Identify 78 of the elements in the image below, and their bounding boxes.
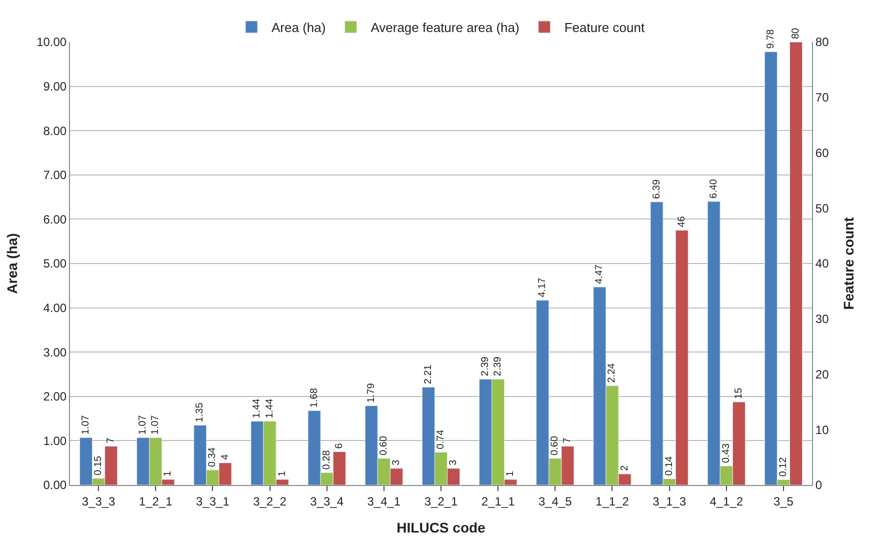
data-label: 0.60 bbox=[550, 436, 561, 456]
x-tick-label: 1_1_2 bbox=[596, 494, 630, 508]
data-label: 1 bbox=[162, 470, 174, 476]
y-tick-label: 0.00 bbox=[43, 478, 67, 492]
x-tick-label: 3_4_1 bbox=[367, 494, 401, 508]
data-label: 6.39 bbox=[651, 179, 662, 199]
x-tick-label: 3_3_3 bbox=[82, 494, 116, 508]
data-label: 2 bbox=[619, 464, 630, 471]
y-tick-label: 10.00 bbox=[36, 35, 67, 50]
x-tick-label: 3_3_4 bbox=[310, 494, 344, 508]
y2-tick-label: 60 bbox=[815, 146, 830, 160]
y2-tick-label: 30 bbox=[815, 312, 830, 326]
data-label: 0.14 bbox=[664, 456, 675, 476]
x-tick-label: 3_3_1 bbox=[196, 494, 230, 508]
y-tick-label: 9.00 bbox=[43, 80, 67, 94]
y-tick-label: 6.00 bbox=[43, 212, 67, 226]
data-label: 1.35 bbox=[194, 402, 206, 422]
y-tick-label: 3.00 bbox=[43, 345, 67, 360]
y2-tick-label: 40 bbox=[815, 256, 830, 271]
x-tick-label: 3_2_1 bbox=[424, 494, 458, 508]
y2-tick-label: 0 bbox=[815, 478, 822, 492]
data-label: 3 bbox=[448, 459, 460, 466]
y2-tick-label: 70 bbox=[815, 90, 830, 105]
y-tick-label: 2.00 bbox=[43, 390, 67, 404]
y-tick-label: 7.00 bbox=[43, 168, 67, 182]
x-tick-label: 1_2_1 bbox=[138, 494, 173, 508]
data-label: 1.44 bbox=[264, 398, 276, 418]
data-label: 4 bbox=[220, 454, 231, 460]
data-label: 7 bbox=[562, 437, 574, 444]
legend-label: Average feature area (ha) bbox=[370, 20, 520, 36]
legend-label: Area (ha) bbox=[272, 20, 326, 36]
x-tick-label: 3_5 bbox=[773, 494, 794, 508]
data-label: 3 bbox=[390, 459, 402, 466]
data-label: 1 bbox=[505, 470, 516, 476]
y2-axis-title: Feature count bbox=[840, 216, 856, 310]
y-tick-label: 1.00 bbox=[43, 434, 67, 448]
data-label: 4.47 bbox=[594, 264, 606, 284]
data-label: 2.39 bbox=[492, 356, 504, 376]
legend-label: Feature count bbox=[564, 20, 645, 36]
data-label: 1 bbox=[276, 470, 288, 476]
data-label: 1.68 bbox=[308, 388, 320, 408]
x-axis-title: HILUCS code bbox=[396, 520, 486, 536]
data-label: 1.44 bbox=[252, 398, 263, 418]
data-label: 6 bbox=[334, 442, 345, 449]
data-label: 6.40 bbox=[708, 178, 720, 198]
y2-tick-label: 80 bbox=[815, 35, 830, 50]
data-label: 2.39 bbox=[480, 356, 492, 376]
x-tick-label: 3_2_2 bbox=[253, 494, 287, 508]
data-label: 2.21 bbox=[422, 364, 434, 384]
data-label: 4.17 bbox=[537, 277, 548, 298]
x-tick-label: 3_1_3 bbox=[652, 494, 686, 508]
data-label: 2.24 bbox=[606, 362, 618, 383]
x-tick-label: 4_1_2 bbox=[710, 494, 744, 508]
data-label: 1.79 bbox=[366, 382, 377, 403]
y2-tick-label: 20 bbox=[815, 367, 830, 382]
data-label: 0.28 bbox=[321, 450, 332, 470]
data-label: 80 bbox=[790, 27, 802, 39]
y-axis-title: Area (ha) bbox=[4, 233, 20, 294]
data-label: 0.43 bbox=[720, 443, 732, 463]
data-label: 0.74 bbox=[436, 429, 446, 450]
data-label: 0.12 bbox=[778, 456, 789, 477]
x-tick-label: 3_4_5 bbox=[538, 494, 572, 508]
data-label: 46 bbox=[676, 216, 688, 228]
data-label: 0.15 bbox=[93, 455, 104, 476]
data-label: 15 bbox=[733, 387, 744, 399]
data-label: 1.07 bbox=[150, 414, 162, 435]
data-label: 1.07 bbox=[138, 414, 149, 435]
data-label: 7 bbox=[106, 437, 117, 444]
y2-tick-label: 50 bbox=[815, 201, 830, 216]
y-tick-label: 5.00 bbox=[43, 256, 67, 271]
data-label: 0.60 bbox=[378, 436, 390, 456]
y-tick-label: 4.00 bbox=[43, 301, 67, 315]
data-label: 1.07 bbox=[80, 414, 92, 435]
y2-tick-label: 10 bbox=[815, 422, 830, 437]
y-tick-label: 8.00 bbox=[43, 124, 67, 138]
x-tick-label: 2_1_1 bbox=[481, 494, 516, 508]
data-label: 0.34 bbox=[207, 447, 218, 467]
data-label: 9.78 bbox=[765, 28, 776, 49]
